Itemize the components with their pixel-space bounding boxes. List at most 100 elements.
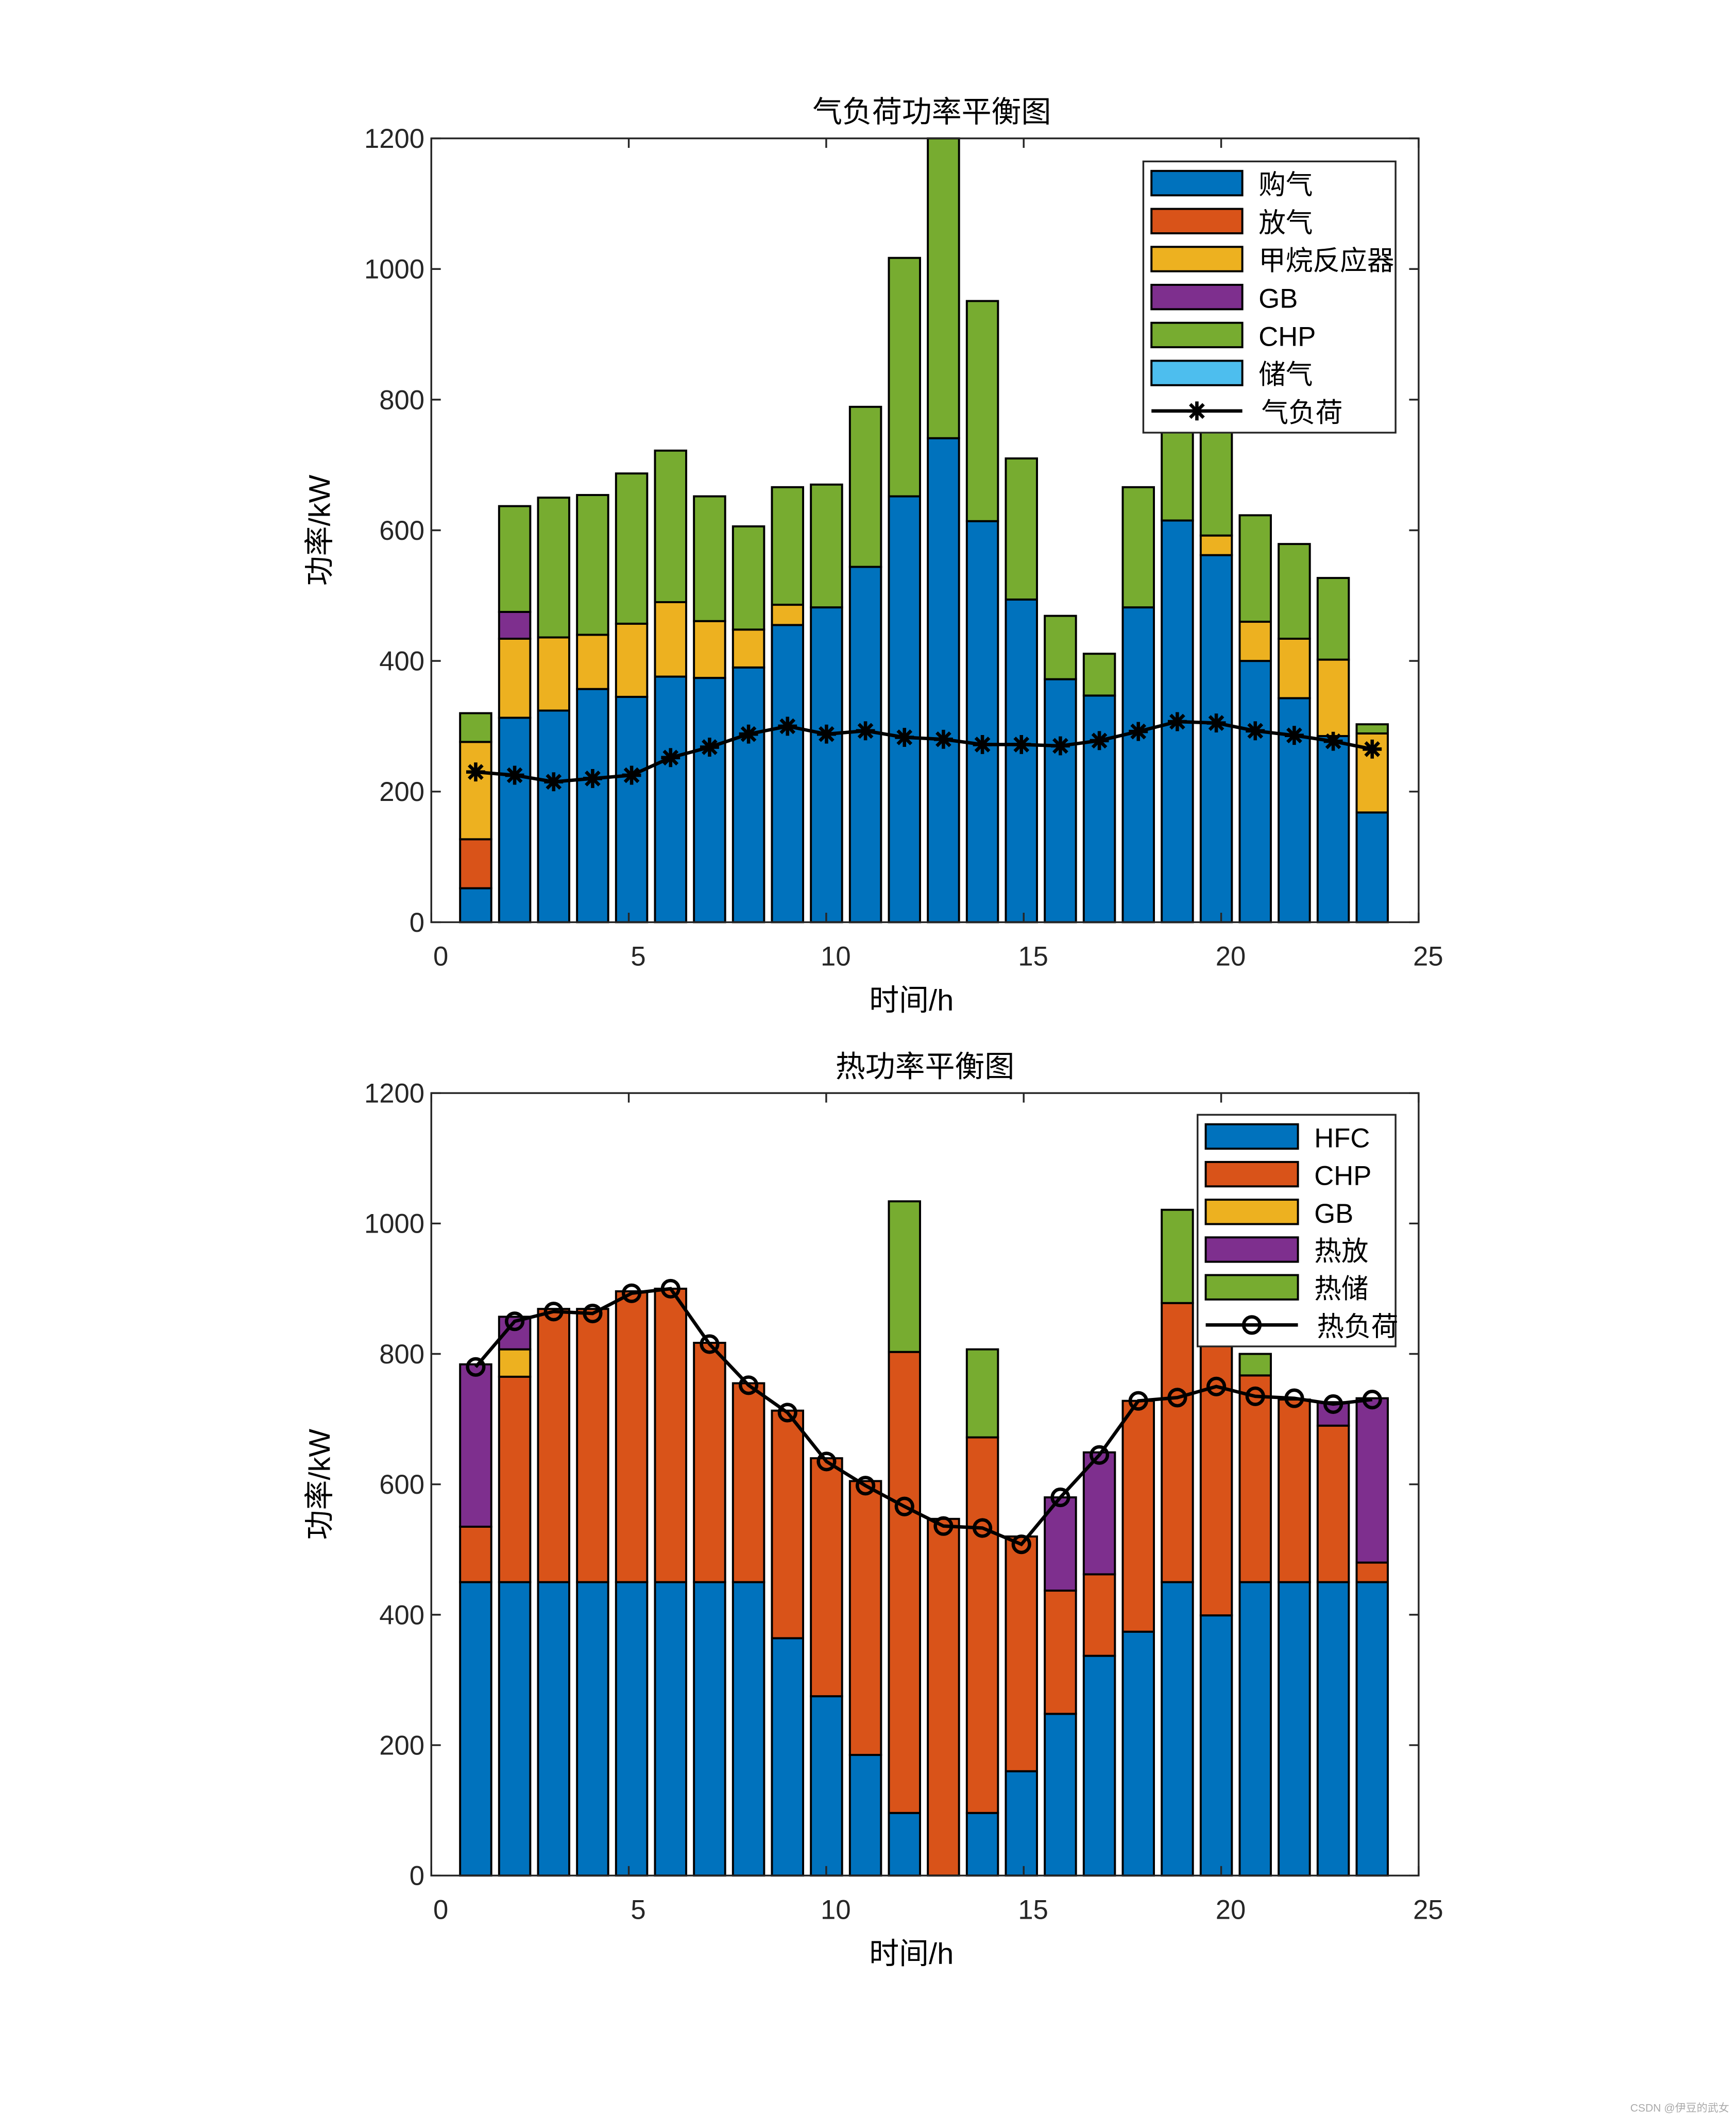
- load-point: [933, 1516, 954, 1536]
- bar-segment-0-h1: [459, 1581, 492, 1877]
- bar-segment-1-h6: [654, 1287, 688, 1583]
- bar-segment-0-h21: [1238, 1581, 1272, 1877]
- bar-segment-0-h8: [731, 1581, 765, 1877]
- load-point: [622, 1283, 642, 1303]
- legend-swatch: [1150, 208, 1244, 234]
- load-point: [1011, 1534, 1031, 1555]
- load-point: [661, 748, 680, 767]
- bar-segment-1-h1: [459, 1526, 492, 1583]
- bar-segment-0-h21: [1238, 660, 1272, 924]
- load-point: [1167, 1388, 1187, 1408]
- y-tick-label: 1000: [364, 254, 424, 285]
- load-point: [1363, 739, 1382, 759]
- legend-swatch: [1150, 246, 1244, 272]
- bar-segment-2-h5: [615, 622, 649, 698]
- bar-segment-1-h20: [1199, 1326, 1233, 1617]
- bar-segment-1-h17: [1082, 1573, 1116, 1657]
- bar-segment-0-h7: [693, 1581, 726, 1877]
- bar-segment-2-h8: [731, 628, 765, 669]
- bar-segment-0-h19: [1161, 1581, 1194, 1877]
- bar-segment-0-h8: [731, 666, 765, 924]
- bar-segment-0-h1: [459, 887, 492, 924]
- load-point: [1284, 1388, 1304, 1408]
- bar-segment-0-h14: [965, 520, 999, 924]
- bar-segment-4-h3: [537, 497, 571, 639]
- bar-segment-0-h20: [1199, 554, 1233, 924]
- bar-segment-2-h6: [654, 601, 688, 678]
- bar-segment-4-h4: [576, 494, 609, 636]
- load-point: [777, 1403, 797, 1423]
- legend-swatch: [1150, 321, 1244, 349]
- bar-segment-0-h24: [1355, 1581, 1389, 1877]
- load-point: [1285, 726, 1304, 745]
- bar-segment-1-h16: [1044, 1590, 1077, 1715]
- load-point: [778, 716, 797, 736]
- bar-segment-4-h17: [1082, 653, 1116, 697]
- bar-segment-4-h6: [654, 449, 688, 603]
- legend-label: 甲烷反应器: [1258, 246, 1394, 276]
- legend-label: 储气: [1258, 360, 1313, 390]
- bar-segment-0-h18: [1121, 606, 1155, 924]
- bar-segment-0-h9: [771, 624, 805, 924]
- load-point: [1090, 731, 1109, 750]
- load-point: [934, 729, 953, 749]
- bar-segment-1-h22: [1278, 1398, 1311, 1583]
- bar-segment-0-h16: [1044, 678, 1077, 924]
- bar-segment-0-h2: [498, 716, 532, 924]
- bar-segment-1-h2: [498, 1375, 532, 1583]
- load-point: [700, 1334, 720, 1354]
- load-point: [895, 728, 914, 747]
- bar-segment-1-h7: [693, 1342, 726, 1583]
- bar-segment-4-h8: [731, 525, 765, 631]
- bar-segment-1-h19: [1161, 1302, 1194, 1583]
- x-axis-label: 时间/h: [869, 984, 954, 1017]
- watermark: CSDN @伊豆的武女: [1630, 2102, 1729, 2114]
- y-tick-label: 400: [379, 1600, 424, 1630]
- bar-segment-2-h3: [537, 636, 571, 712]
- bar-segment-3-h16: [1044, 1496, 1077, 1592]
- load-point: [1245, 1386, 1265, 1406]
- legend-swatch: [1204, 1236, 1299, 1263]
- bar-segment-4-h19: [1161, 1208, 1194, 1304]
- x-tick-label: 0: [433, 1895, 448, 1925]
- bar-segment-1-h4: [576, 1308, 609, 1583]
- load-point: [817, 724, 836, 744]
- y-tick-label: 1200: [364, 124, 424, 154]
- y-tick-label: 1000: [364, 1209, 424, 1239]
- load-point: [505, 765, 524, 785]
- load-point: [973, 1518, 993, 1538]
- bar-segment-0-h15: [1005, 1770, 1039, 1877]
- bar-segment-1-h5: [615, 1290, 649, 1583]
- bar-segment-4-h13: [927, 137, 960, 439]
- bar-segment-1-h11: [848, 1480, 882, 1756]
- bar-segment-1-h21: [1238, 1374, 1272, 1583]
- legend-label: 购气: [1258, 170, 1313, 200]
- load-point: [543, 1302, 564, 1322]
- load-point: [894, 1496, 914, 1516]
- chart-title: 热功率平衡图: [836, 1051, 1014, 1084]
- legend-swatch: [1204, 1160, 1299, 1188]
- bar-segment-4-h14: [965, 300, 999, 522]
- chart-title: 气负荷功率平衡图: [812, 96, 1051, 129]
- bar-segment-3-h1: [459, 1363, 492, 1528]
- x-axis-label: 时间/h: [869, 1937, 954, 1970]
- bar-segment-0-h11: [848, 566, 882, 924]
- load-line: [475, 720, 1373, 784]
- bar-segment-0-h6: [654, 1581, 688, 1877]
- bar-segment-1-h9: [771, 1409, 805, 1640]
- legend-label: 放气: [1258, 208, 1313, 238]
- y-tick-label: 600: [379, 516, 424, 546]
- bar-segment-2-h23: [1316, 658, 1350, 737]
- bar-segment-0-h3: [537, 709, 571, 924]
- bar-segment-2-h2: [498, 638, 532, 719]
- bar-segment-4-h2: [498, 505, 532, 613]
- bar-segment-4-h10: [810, 483, 843, 609]
- bar-segment-4-h5: [615, 472, 649, 625]
- x-tick-label: 15: [1018, 942, 1048, 972]
- legend-box: [1197, 1114, 1397, 1347]
- load-point: [973, 735, 992, 754]
- load-point: [739, 1375, 759, 1395]
- bar-segment-1-h1: [459, 838, 492, 890]
- bar-segment-0-h23: [1316, 735, 1350, 924]
